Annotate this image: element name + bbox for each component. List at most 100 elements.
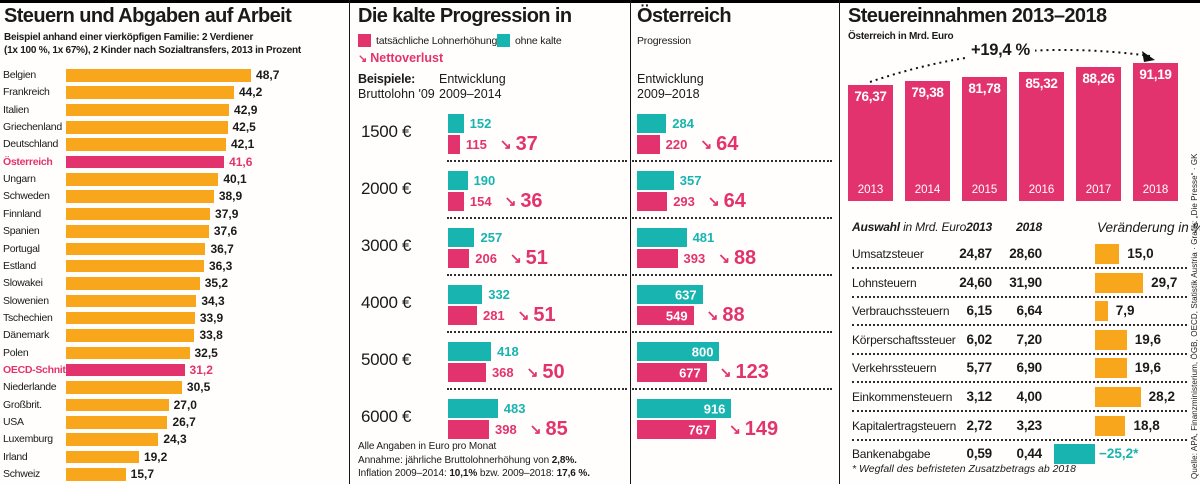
country-label: Dänemark — [3, 329, 50, 342]
change-value: 15,0 — [1127, 246, 1154, 261]
net-loss-value: 88 — [733, 247, 757, 269]
country-value: 42,1 — [230, 137, 255, 152]
net-increase-line: 293 ↘ 64 — [637, 190, 746, 212]
bar-value: 284 — [672, 116, 694, 131]
country-row: Finnland 37,9 — [0, 207, 349, 224]
panel-tax-revenue: Steuereinnahmen 2013–2018 Österreich in … — [839, 0, 1200, 484]
country-value: 27,0 — [173, 397, 197, 412]
net-loss-arrow-icon: ↘ — [719, 364, 732, 380]
tax-value-2018: 6,90 — [1016, 360, 1043, 376]
tax-row: Verbrauchssteuern 6,15 6,64 7,9 — [852, 297, 1187, 325]
legend-without-progression-swatch — [497, 34, 510, 47]
country-label: Finnland — [3, 207, 41, 220]
country-label: Ungarn — [3, 173, 36, 186]
examples-subheading: Bruttolohn '09 — [358, 87, 435, 101]
revenue-value: 91,19 — [1139, 67, 1172, 83]
panel1-subtitle-line1: Beispiel anhand einer vierköpfigen Famil… — [4, 32, 254, 43]
note-assumption: Annahme: jährliche Bruttolohnerhöhung vo… — [358, 455, 577, 466]
row-separator — [447, 331, 627, 333]
country-bar — [66, 207, 211, 221]
country-value: 31,2 — [189, 362, 213, 377]
row-separator — [632, 217, 832, 219]
net-loss-value: 50 — [542, 361, 565, 383]
net-loss-value: 88 — [722, 304, 745, 326]
gross-increase-line: 152 — [448, 114, 491, 133]
country-label: Spanien — [3, 225, 40, 238]
country-row: Ungarn 40,1 — [0, 172, 349, 189]
tax-label: Umsatzsteuer — [852, 247, 924, 261]
wage-label: 6000 € — [361, 407, 412, 426]
change-bar — [1095, 387, 1141, 407]
net-loss: ↘ 149 — [729, 418, 778, 441]
net-loss: ↘ 51 — [510, 247, 548, 270]
country-bar — [66, 416, 168, 429]
net-loss-arrow-icon: ↘ — [526, 364, 539, 380]
bar-value: 767 — [688, 422, 711, 437]
bar-actual-raise — [637, 135, 660, 154]
country-label: Luxemburg — [3, 433, 53, 446]
bar-value: 293 — [673, 194, 695, 209]
country-label: Niederlande — [3, 381, 57, 394]
net-loss: ↘ 37 — [500, 133, 538, 156]
tax-label: Verbrauchssteuern — [852, 304, 950, 319]
gross-increase-line: 800 — [637, 342, 720, 361]
change-bar — [1095, 301, 1108, 322]
country-row: Italien 42,9 — [0, 103, 349, 120]
bar-value: 115 — [465, 137, 487, 152]
wage-label: 4000 € — [361, 293, 412, 312]
net-loss-value: 36 — [520, 190, 543, 212]
country-bar — [66, 450, 139, 464]
net-loss: ↘ 51 — [518, 304, 556, 327]
country-row: Großbrit. 27,0 — [0, 398, 349, 415]
change-value: 29,7 — [1151, 274, 1178, 290]
country-value: 33,8 — [199, 328, 223, 343]
examples-heading: Beispiele: — [358, 72, 416, 86]
gross-increase-line: 637 — [637, 285, 703, 304]
net-loss: ↘ 88 — [718, 247, 756, 270]
tax-value-2018: 0,44 — [1016, 446, 1043, 462]
country-bar — [66, 242, 206, 255]
bar-without-progression — [637, 228, 687, 247]
country-label: Slowenien — [3, 294, 49, 307]
country-bar — [66, 294, 197, 308]
country-label: Deutschland — [3, 138, 59, 151]
country-label: Frankreich — [3, 86, 50, 99]
country-label: Irland — [3, 450, 28, 463]
country-value: 37,6 — [213, 224, 238, 239]
country-bar — [66, 363, 185, 377]
bar-value: 154 — [469, 194, 492, 209]
tax-value-2018: 6,64 — [1016, 303, 1043, 319]
country-value: 40,1 — [223, 172, 247, 187]
table-row-separator — [852, 410, 1187, 412]
gross-increase-line: 916 — [637, 399, 732, 418]
net-increase-line: 398 ↘ 85 — [448, 418, 568, 440]
revenue-value: 76,37 — [854, 89, 887, 105]
bar-value: 332 — [488, 287, 510, 302]
revenue-value: 85,32 — [1025, 75, 1058, 91]
bar-without-progression: 637 — [637, 285, 703, 304]
header-change: Veränderung in % — [1097, 220, 1200, 235]
bar-without-progression — [448, 228, 475, 247]
net-loss-arrow-icon: ↘ — [509, 250, 522, 266]
country-row: Slowakei 35,2 — [0, 276, 349, 293]
country-bar — [66, 311, 195, 325]
panel4-title: Steuereinnahmen 2013–2018 — [848, 5, 1107, 27]
tax-row: Umsatzsteuer 24,87 28,60 15,0 — [852, 240, 1187, 268]
tax-label: Einkommensteuern — [852, 390, 953, 404]
country-bar-chart: Belgien 48,7 Frankreich 44,2 Italien 42,9 Grie… — [0, 0, 349, 484]
bar-without-progression: 916 — [637, 399, 732, 418]
gross-increase-line: 418 — [448, 342, 519, 361]
country-row: Frankreich 44,2 — [0, 85, 349, 102]
change-value: 19,6 — [1134, 360, 1162, 376]
country-value: 33,9 — [199, 310, 224, 325]
table-row-separator — [852, 352, 1187, 355]
country-label: Tschechien — [3, 311, 53, 324]
country-value: 36,3 — [208, 258, 233, 273]
country-bar — [66, 398, 169, 412]
divider-1 — [349, 0, 350, 484]
bar-actual-raise — [448, 192, 464, 211]
country-row: Tschechien 33,9 — [0, 311, 349, 328]
country-value: 19,2 — [143, 449, 168, 464]
country-row: Spanien 37,6 — [0, 224, 349, 241]
country-value: 48,7 — [256, 68, 280, 82]
